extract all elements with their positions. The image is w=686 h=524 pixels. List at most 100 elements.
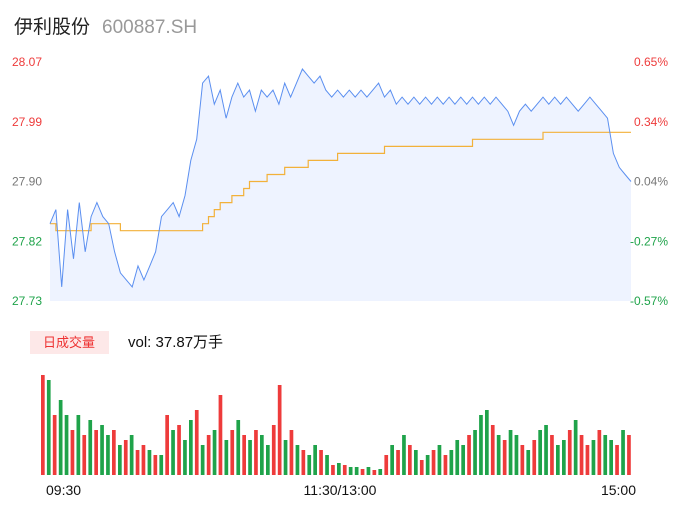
volume-bar (567, 430, 572, 475)
volume-badge-bg (30, 331, 109, 354)
price-tick-left: 27.73 (12, 294, 42, 308)
volume-bar (200, 445, 205, 475)
volume-badge: 日成交量 (43, 335, 95, 350)
volume-bar (289, 430, 294, 475)
volume-bar (177, 425, 181, 475)
volume-bar (100, 425, 104, 475)
volume-bar (266, 445, 270, 475)
time-label: 11:30/13:00 (304, 482, 377, 498)
pct-tick-right: 0.34% (634, 115, 668, 129)
volume-bar (271, 425, 276, 475)
volume-bar (467, 435, 471, 475)
volume-bar (41, 375, 45, 475)
volume-bar (354, 467, 359, 475)
volume-bar (218, 395, 223, 475)
time-label: 09:30 (46, 482, 81, 498)
volume-bar (88, 420, 93, 475)
volume-bar (52, 415, 57, 475)
volume-bar (212, 430, 217, 475)
volume-bar (307, 455, 312, 475)
volume-bar (502, 440, 507, 475)
volume-bar (183, 440, 187, 475)
volume-bar (490, 425, 495, 475)
volume-bar (556, 445, 560, 475)
volume-bar (585, 445, 590, 475)
volume-bar (573, 420, 578, 475)
stock-code: 600887.SH (102, 17, 198, 38)
volume-bar (159, 455, 164, 475)
average-price-line (50, 131, 631, 232)
volume-bar (615, 445, 619, 475)
volume-bar (591, 440, 596, 475)
price-area (50, 69, 631, 301)
volume-bar (425, 455, 430, 475)
volume-bar (58, 400, 63, 475)
volume-bar (319, 450, 323, 475)
time-axis: 09:30 11:30/13:00 15:00 (46, 482, 636, 498)
volume-bar (194, 410, 199, 475)
volume-bar (396, 450, 400, 475)
volume-bar (479, 415, 483, 475)
volume-bar (532, 440, 537, 475)
volume-bar (236, 420, 241, 475)
pct-tick-right: -0.57% (630, 294, 668, 308)
volume-bar (277, 385, 282, 475)
volume-bar (165, 415, 169, 475)
volume-bar (260, 435, 264, 475)
volume-bar (248, 440, 252, 475)
price-tick-left: 27.90 (12, 175, 42, 189)
volume-bar (544, 425, 548, 475)
price-tick-left: 27.99 (12, 115, 42, 129)
price-panel (49, 68, 632, 301)
volume-bar (76, 415, 81, 475)
volume-bar (627, 435, 631, 475)
volume-bar (82, 435, 87, 475)
volume-bar (70, 430, 75, 475)
volume-label: vol: 37.87万手 (128, 334, 223, 351)
price-tick-left: 28.07 (12, 55, 42, 69)
price-axes: 28.07 0.65% 27.99 0.34% 27.90 0.04% 27.82 -0.27… (12, 55, 668, 308)
volume-bar (64, 415, 69, 475)
volume-bar (331, 465, 335, 475)
volume-bar (485, 410, 489, 475)
volume-bar (242, 435, 246, 475)
volume-bar (301, 450, 306, 475)
volume-bar (118, 445, 122, 475)
volume-bar (337, 463, 341, 475)
volume-header: 日成交量 vol: 37.87万手 (30, 331, 223, 354)
volume-bar (508, 430, 513, 475)
volume-bar (224, 440, 229, 475)
volume-bar (360, 469, 365, 475)
volume-bar (562, 440, 566, 475)
volume-bar (384, 455, 389, 475)
time-label: 15:00 (601, 482, 636, 498)
volume-bar (609, 440, 613, 475)
volume-bar (46, 380, 51, 475)
volume-bar (147, 450, 152, 475)
volume-bar (473, 430, 477, 475)
volume-bar (366, 467, 371, 475)
volume-bar (106, 435, 110, 475)
volume-bar (171, 430, 175, 475)
volume-bar (325, 455, 329, 475)
pct-tick-right: 0.65% (634, 55, 668, 69)
volume-bar (313, 445, 317, 475)
volume-bar (206, 435, 211, 475)
volume-bar (461, 445, 465, 475)
volume-bar (408, 445, 412, 475)
pct-tick-right: -0.27% (630, 234, 668, 248)
volume-bar (112, 430, 116, 475)
volume-bar (455, 440, 460, 475)
volume-bar (621, 430, 625, 475)
volume-bar (390, 445, 394, 475)
volume-bar (141, 445, 146, 475)
volume-bar (449, 450, 454, 475)
volume-bar (230, 430, 235, 475)
volume-bar (342, 465, 347, 475)
volume-bar (254, 430, 258, 475)
volume-bar (520, 445, 525, 475)
volume-bar (579, 435, 584, 475)
volume-bar (94, 430, 98, 475)
volume-bar (538, 430, 542, 475)
